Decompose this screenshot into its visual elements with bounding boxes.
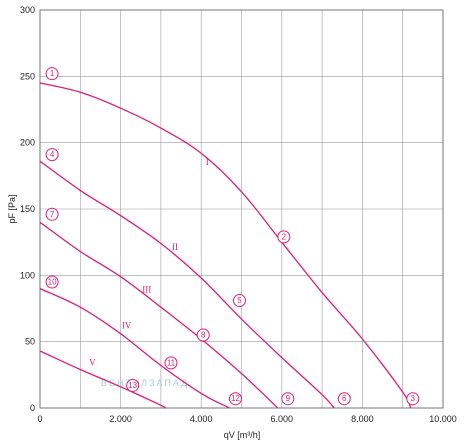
- marker-label: 2: [282, 232, 287, 241]
- plot-frame: [39, 9, 444, 409]
- grid: [40, 10, 443, 408]
- marker-circle: [164, 356, 178, 370]
- y-axis-label: pF [Pa]: [7, 194, 17, 223]
- point-marker-8: 8: [196, 328, 210, 342]
- y-tick-label: 50: [25, 337, 35, 347]
- x-tick-label: 4.000: [190, 414, 213, 424]
- series: [39, 82, 412, 409]
- marker-label: 9: [286, 394, 291, 403]
- x-tick-label: 2.000: [109, 414, 132, 424]
- point-marker-11: 11: [164, 356, 178, 370]
- curve-label-iii: III: [142, 285, 151, 295]
- y-tick-label: 200: [20, 138, 35, 148]
- curve-label-v: V: [89, 358, 96, 368]
- point-marker-13: 13: [126, 378, 140, 392]
- point-marker-12: 12: [228, 392, 242, 406]
- y-tick-label: 100: [20, 270, 35, 280]
- x-tick-label: 10.000: [429, 414, 457, 424]
- marker-label: 13: [128, 381, 137, 390]
- marker-circle: [45, 67, 59, 81]
- marker-circle: [337, 392, 351, 406]
- series-line-i: [39, 82, 412, 409]
- marker-label: 12: [231, 394, 240, 403]
- marker-circle: [232, 294, 246, 308]
- point-marker-4: 4: [45, 148, 59, 162]
- marker-label: 1: [50, 69, 55, 78]
- series-line-iii: [39, 221, 279, 409]
- curve-label-ii: II: [172, 242, 178, 252]
- point-marker-3: 3: [406, 392, 420, 406]
- marker-label: 10: [48, 277, 57, 286]
- marker-circle: [126, 378, 140, 392]
- marker-circle: [196, 328, 210, 342]
- series-line-ii: [39, 160, 335, 409]
- point-marker-6: 6: [337, 392, 351, 406]
- marker-label: 7: [50, 210, 55, 219]
- y-tick-label: 300: [20, 5, 35, 15]
- x-tick-label: 0: [37, 414, 42, 424]
- series-line-iv: [39, 288, 230, 409]
- curve-label-i: I: [206, 157, 209, 167]
- y-tick-label: 0: [30, 403, 35, 413]
- marker-label: 3: [411, 394, 416, 403]
- x-tick-label: 6.000: [271, 414, 294, 424]
- marker-circle: [45, 207, 59, 221]
- x-axis-label: qV [m³/h]: [224, 430, 261, 440]
- marker-circle: [45, 148, 59, 162]
- marker-label: 11: [167, 358, 176, 367]
- y-tick-label: 150: [20, 204, 35, 214]
- point-marker-10: 10: [45, 275, 59, 289]
- y-tick-label: 250: [20, 71, 35, 81]
- marker-label: 5: [237, 296, 242, 305]
- marker-circle: [45, 275, 59, 289]
- point-marker-9: 9: [281, 392, 295, 406]
- marker-circle: [281, 392, 295, 406]
- x-tick-label: 8.000: [351, 414, 374, 424]
- marker-label: 8: [201, 331, 206, 340]
- point-marker-7: 7: [45, 207, 59, 221]
- x-tick-labels: 0 2.000 4.000 6.000 8.000 10.000: [37, 414, 456, 424]
- marker-circle: [277, 230, 291, 244]
- marker-label: 6: [342, 394, 347, 403]
- y-tick-labels: 0 50 100 150 200 250 300: [20, 5, 35, 413]
- watermark: ВЕНТЭЛЗАПАД: [101, 378, 189, 388]
- point-marker-1: 1: [45, 67, 59, 81]
- point-marker-2: 2: [277, 230, 291, 244]
- point-marker-5: 5: [232, 294, 246, 308]
- marker-label: 4: [50, 150, 55, 159]
- marker-circle: [406, 392, 420, 406]
- curve-label-iv: IV: [122, 320, 132, 330]
- series-line-v: [39, 350, 167, 409]
- marker-circle: [228, 392, 242, 406]
